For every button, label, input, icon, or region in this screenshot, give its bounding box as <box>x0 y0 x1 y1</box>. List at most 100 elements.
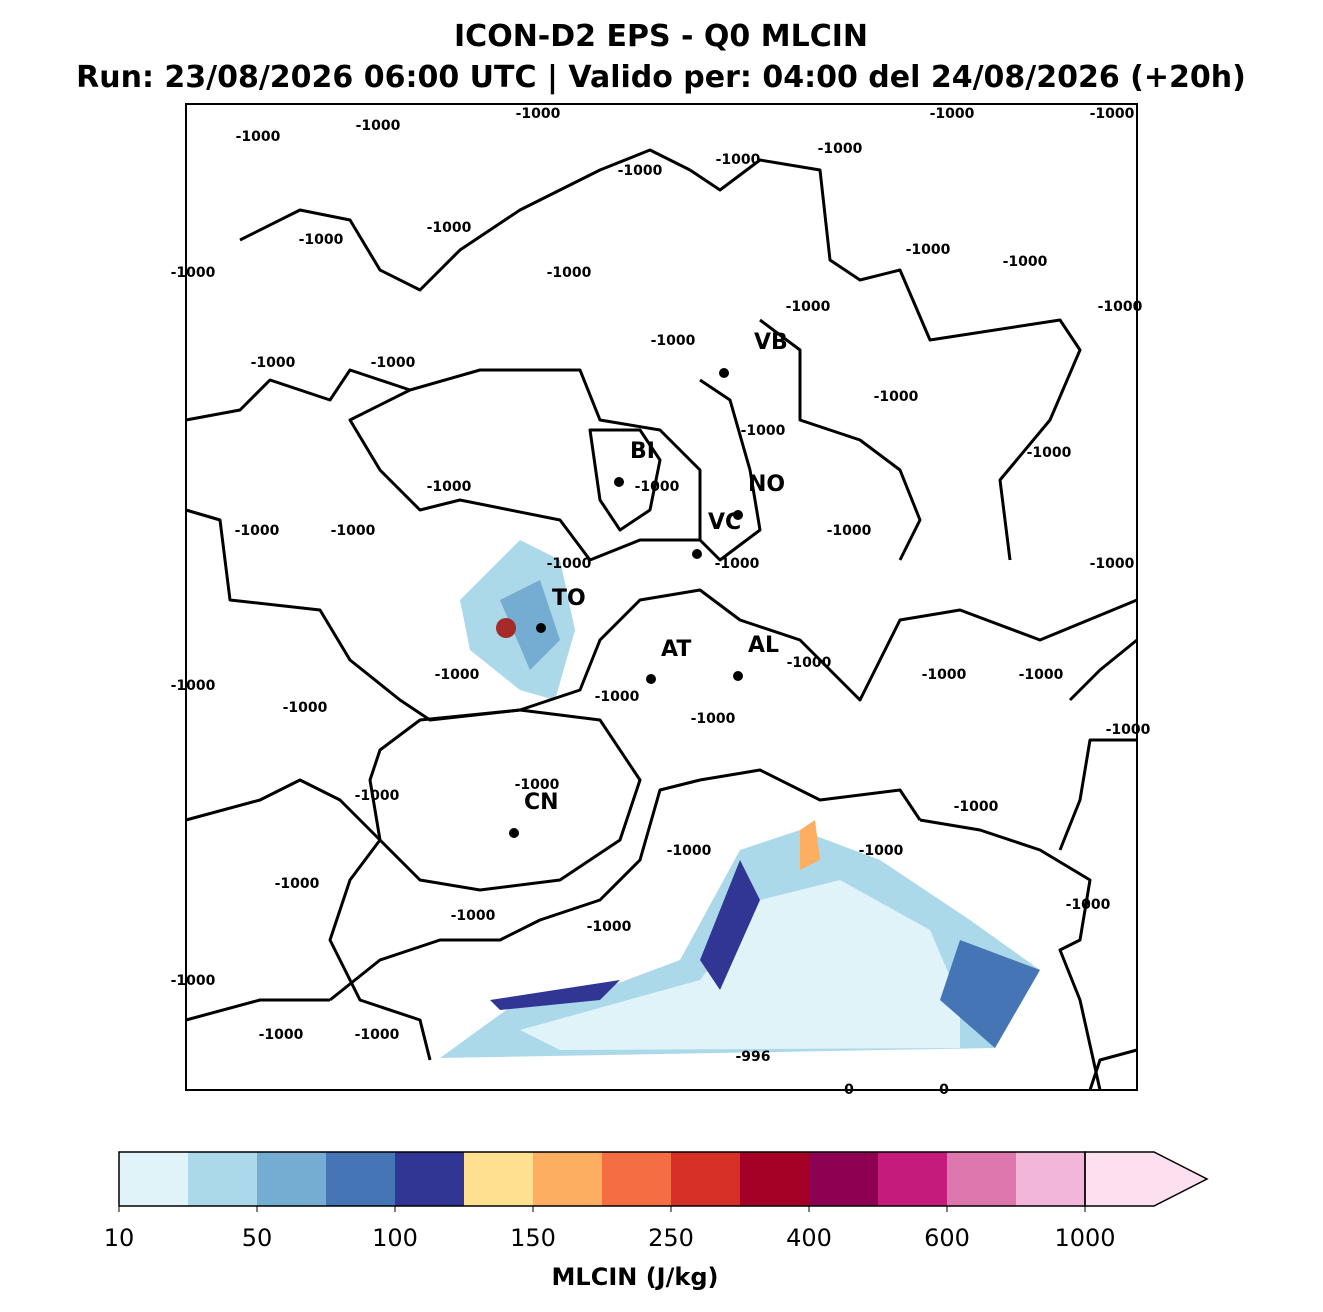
cities: VB BI NO VC TO AT AL CN <box>509 330 788 838</box>
city-label: CN <box>524 790 559 815</box>
contour-label: -1000 <box>515 777 560 793</box>
contour-label: -1000 <box>1019 667 1064 683</box>
contour-label: -1000 <box>427 220 472 236</box>
city-label: NO <box>748 472 785 497</box>
colorbar-swatch <box>809 1152 878 1206</box>
contour-label: -1000 <box>355 1027 400 1043</box>
contour-label: -1000 <box>827 523 872 539</box>
colorbar-swatch <box>533 1152 602 1206</box>
colorbar-swatch <box>1016 1152 1085 1206</box>
contour-label: -1000 <box>651 333 696 349</box>
map-area: -1000 -1000 -1000 -1000 -1000 -1000 -1000 -1000… <box>171 103 1151 1098</box>
colorbar-swatch <box>947 1152 1016 1206</box>
contour-label: -1000 <box>787 655 832 671</box>
contour-label: -1000 <box>715 556 760 572</box>
contour-label: -996 <box>735 1049 770 1065</box>
colorbar-frame <box>118 1151 1086 1207</box>
colorbar-swatch <box>188 1152 257 1206</box>
contour-label: 0 <box>844 1082 854 1098</box>
contour-label: -1000 <box>451 908 496 924</box>
contour-label: -1000 <box>1106 722 1151 738</box>
location-marker <box>496 618 516 638</box>
contour-label: -1000 <box>1066 897 1111 913</box>
contour-label: -1000 <box>874 389 919 405</box>
city-dot <box>646 674 656 684</box>
colorbar-swatch <box>602 1152 671 1206</box>
contour-label: -1000 <box>691 711 736 727</box>
contour-label: -1000 <box>587 919 632 935</box>
colorbar-tick-label: 10 <box>104 1224 135 1252</box>
colorbar-tick-label: 1000 <box>1054 1224 1115 1252</box>
city-label: VC <box>708 510 741 535</box>
colorbar-swatch <box>257 1152 326 1206</box>
contour-label: -1000 <box>331 523 376 539</box>
contour-label: -1000 <box>259 1027 304 1043</box>
contour-label: -1000 <box>235 523 280 539</box>
contour-label: -1000 <box>171 265 216 281</box>
city-dot <box>719 368 729 378</box>
contour-label: 0 <box>939 1082 949 1098</box>
contour-label: -1000 <box>595 689 640 705</box>
boundaries <box>185 148 1138 1091</box>
contour-label: -1000 <box>516 106 561 122</box>
city-label: AL <box>748 633 779 658</box>
colorbar-swatch <box>464 1152 533 1206</box>
contour-label: -1000 <box>171 973 216 989</box>
contour-label: -1000 <box>930 106 975 122</box>
city-dot <box>536 623 546 633</box>
colorbar-swatch <box>119 1152 188 1206</box>
contour-label: -1000 <box>275 876 320 892</box>
contour-label: -1000 <box>786 299 831 315</box>
contour-label: -1000 <box>1090 556 1135 572</box>
contour-label: -1000 <box>435 667 480 683</box>
colorbar-swatch <box>740 1152 809 1206</box>
colorbar-tick-label: 50 <box>242 1224 273 1252</box>
contour-label: -1000 <box>859 843 904 859</box>
city-dot <box>692 549 702 559</box>
contour-label: -1000 <box>1027 445 1072 461</box>
city-label: AT <box>661 637 691 662</box>
city-label: BI <box>630 439 655 464</box>
city-dot <box>733 671 743 681</box>
contour-label: -1000 <box>922 667 967 683</box>
contour-label: -1000 <box>954 799 999 815</box>
city-dot <box>509 828 519 838</box>
colorbar-swatch <box>671 1152 740 1206</box>
subtitle: Run: 23/08/2026 06:00 UTC | Valido per: … <box>76 60 1246 95</box>
colorbar: 10 50 100 150 250 400 600 1000 <box>104 1151 1209 1252</box>
contour-label: -1000 <box>818 141 863 157</box>
contour-label: -1000 <box>618 163 663 179</box>
contour-label: -1000 <box>547 265 592 281</box>
contour-label: -1000 <box>251 355 296 371</box>
colorbar-swatch <box>878 1152 947 1206</box>
contour-label: -1000 <box>741 423 786 439</box>
colorbar-swatch <box>326 1152 395 1206</box>
contour-label: -1000 <box>906 242 951 258</box>
contour-label: -1000 <box>171 678 216 694</box>
contour-label: -1000 <box>355 788 400 804</box>
contour-label: -1000 <box>1098 299 1143 315</box>
contour-label: -1000 <box>667 843 712 859</box>
city-dot <box>614 477 624 487</box>
city-label: TO <box>552 586 586 611</box>
contour-labels: -1000 -1000 -1000 -1000 -1000 -1000 -1000 -1000… <box>171 106 1151 1098</box>
contour-label: -1000 <box>547 556 592 572</box>
city-dot <box>733 510 743 520</box>
contour-label: -1000 <box>371 355 416 371</box>
shading <box>440 540 1040 1058</box>
contour-label: -1000 <box>356 118 401 134</box>
contour-label: -1000 <box>1090 106 1135 122</box>
contour-label: -1000 <box>1003 254 1048 270</box>
contour-label: -1000 <box>427 479 472 495</box>
colorbar-extend <box>1084 1151 1209 1207</box>
colorbar-tick-label: 250 <box>648 1224 694 1252</box>
contour-label: -1000 <box>299 232 344 248</box>
colorbar-tick-label: 100 <box>372 1224 418 1252</box>
contour-label: -1000 <box>716 152 761 168</box>
colorbar-swatch <box>395 1152 464 1206</box>
city-label: VB <box>754 330 788 355</box>
colorbar-label: MLCIN (J/kg) <box>552 1263 719 1291</box>
colorbar-tick-label: 600 <box>924 1224 970 1252</box>
contour-label: -1000 <box>635 479 680 495</box>
